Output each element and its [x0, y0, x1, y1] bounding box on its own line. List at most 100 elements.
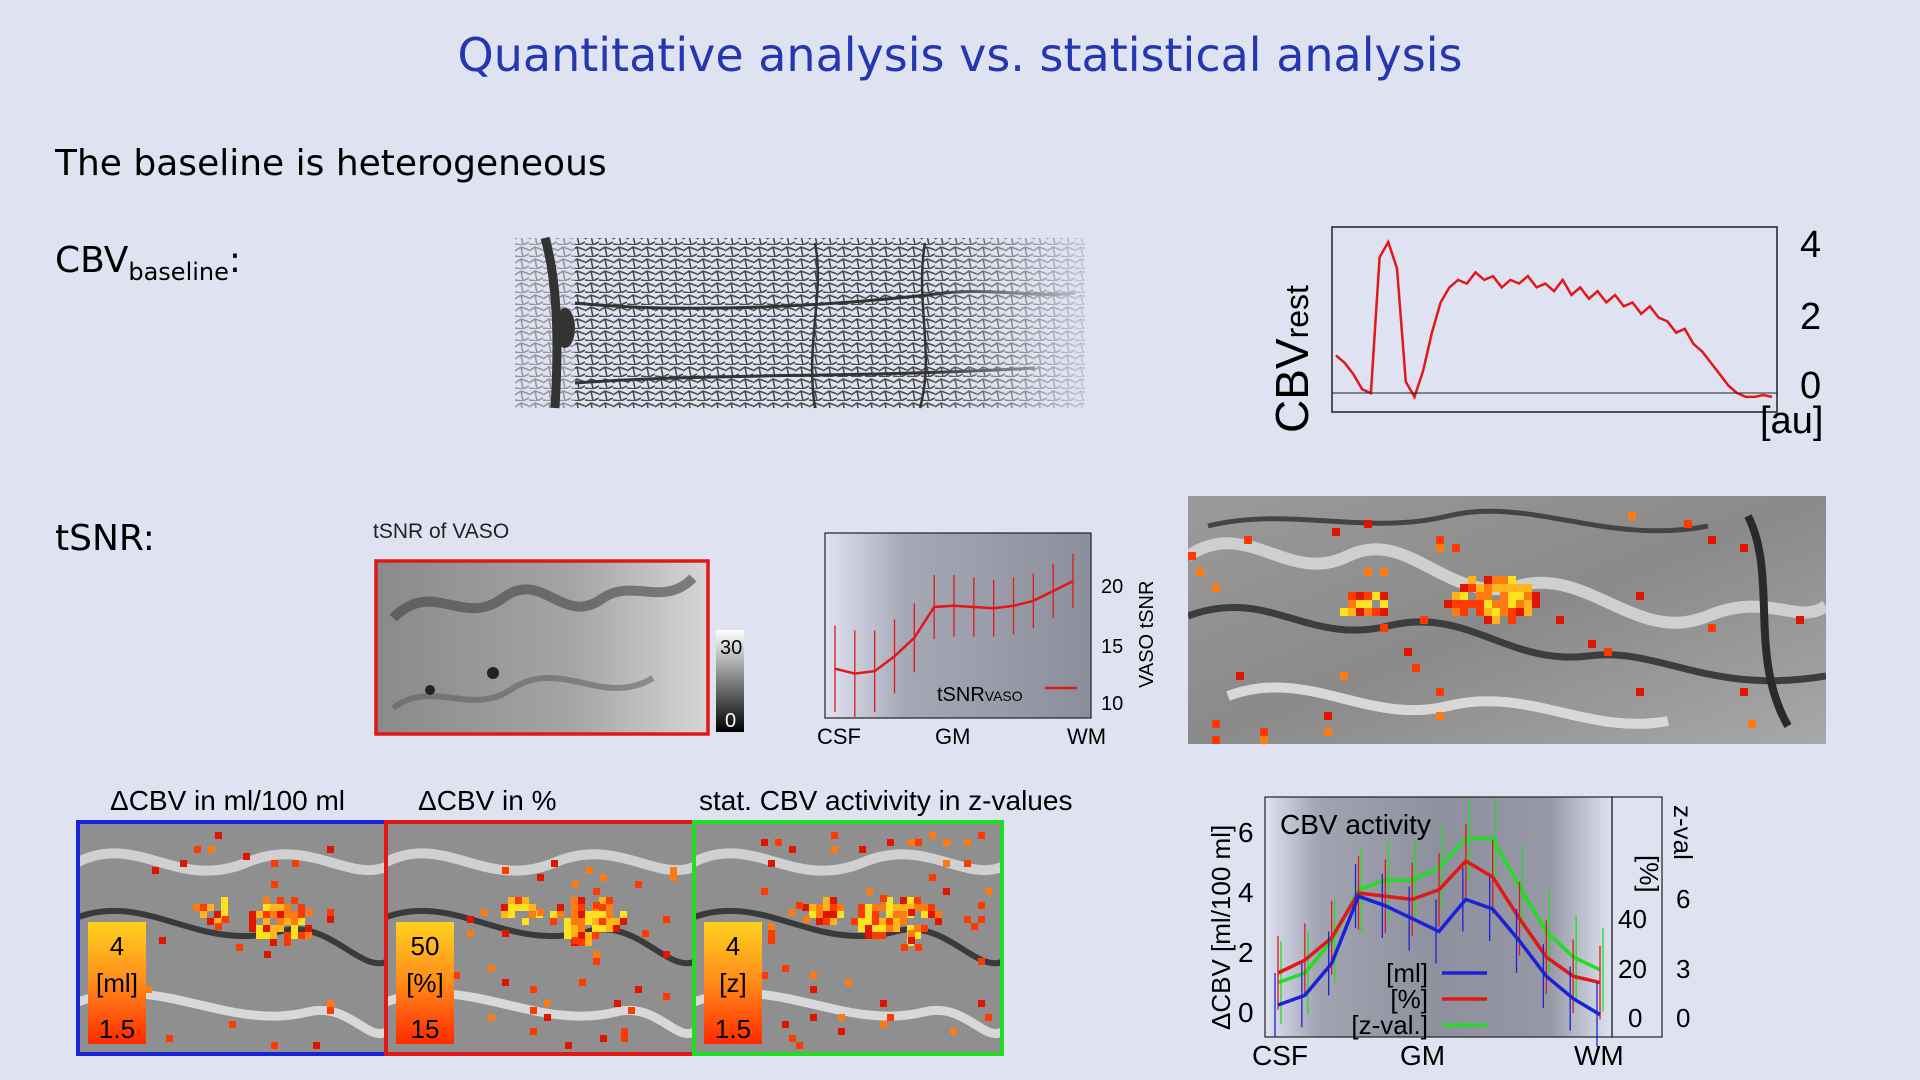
activation-voxel — [1532, 592, 1540, 600]
activation-voxel — [207, 904, 214, 911]
tsnr-profile-plot: 20 15 10 VASO tSNR CSF GM WM tSNRVASO — [817, 532, 1158, 749]
activation-voxel — [838, 1028, 845, 1035]
activation-voxel — [1492, 600, 1500, 608]
activation-voxel — [880, 1021, 887, 1028]
activation-voxel — [599, 897, 606, 904]
activation-voxel — [557, 911, 564, 918]
activation-voxel — [1500, 592, 1508, 600]
activation-voxel — [571, 904, 578, 911]
activation-voxel — [284, 904, 291, 911]
activation-voxel — [921, 911, 928, 918]
activation-voxel — [978, 916, 985, 923]
activation-voxel — [663, 951, 670, 958]
activation-voxel — [606, 911, 613, 918]
activation-voxel — [642, 930, 649, 937]
activation-voxel — [263, 932, 270, 939]
activation-voxel — [1212, 720, 1220, 728]
activation-voxel — [620, 918, 627, 925]
activation-voxel — [1460, 608, 1468, 616]
activation-voxel — [1380, 608, 1388, 616]
activation-voxel — [782, 1021, 789, 1028]
activation-voxel — [270, 939, 277, 946]
activation-voxel — [907, 897, 914, 904]
activation-voxel — [551, 860, 558, 867]
activation-voxel — [879, 918, 886, 925]
cbv-activity-ytick-left: 4 — [1238, 877, 1254, 908]
activation-voxel — [985, 1014, 992, 1021]
tsnr-ytick: 15 — [1101, 636, 1123, 658]
panel-gyrus — [691, 848, 1004, 876]
activation-voxel — [1468, 584, 1476, 592]
activation-voxel — [571, 918, 578, 925]
activation-voxel — [865, 911, 872, 918]
activation-voxel — [929, 874, 936, 881]
activation-voxel — [277, 918, 284, 925]
activation-voxel — [1372, 608, 1380, 616]
activation-voxel — [1484, 616, 1492, 624]
cbv-rest-ylabel-sub: rest — [1279, 285, 1315, 338]
cbv-activity-ytick-pct: 20 — [1618, 954, 1647, 984]
activation-voxel — [893, 925, 900, 932]
activation-voxel — [900, 897, 907, 904]
activation-voxel — [277, 904, 284, 911]
activation-voxel — [823, 918, 830, 925]
activation-voxel — [872, 925, 879, 932]
activation-voxel — [578, 932, 585, 939]
activation-voxel — [978, 1000, 985, 1007]
cbv-rest-frame — [1331, 226, 1778, 413]
activation-voxel — [978, 902, 985, 909]
activation-voxel — [614, 1000, 621, 1007]
cbv-activity-right-frame — [1611, 796, 1663, 1038]
activation-voxel — [298, 911, 305, 918]
activation-voxel — [249, 918, 256, 925]
activation-voxel — [221, 904, 228, 911]
activation-voxel — [1484, 600, 1492, 608]
activation-voxel — [571, 932, 578, 939]
activation-voxel — [886, 918, 893, 925]
activation-voxel — [508, 911, 515, 918]
activation-voxel — [1708, 536, 1716, 544]
activation-voxel — [292, 860, 299, 867]
tsnr-label: tSNR: — [55, 518, 155, 559]
activation-voxel — [271, 1042, 278, 1049]
activation-voxel — [221, 897, 228, 904]
panel-scale-unit: [%] — [406, 968, 444, 998]
activation-voxel — [270, 911, 277, 918]
activation-voxel — [908, 909, 915, 916]
activation-voxel — [544, 1014, 551, 1021]
activation-voxel — [565, 1042, 572, 1049]
activation-voxel — [1500, 584, 1508, 592]
activation-voxel — [1476, 608, 1484, 616]
activation-voxel — [1420, 616, 1428, 624]
activation-voxel — [530, 1028, 537, 1035]
activation-voxel — [900, 911, 907, 918]
activation-voxel — [929, 832, 936, 839]
activation-voxel — [585, 911, 592, 918]
activation-voxel — [964, 860, 971, 867]
cbv-activity-ytick-left: 2 — [1238, 937, 1254, 968]
activation-voxel — [571, 925, 578, 932]
activation-voxel — [327, 1007, 334, 1014]
activation-voxel — [593, 951, 600, 958]
activation-voxel — [327, 846, 334, 853]
tsnr-map-caption: tSNR of VASO — [373, 520, 510, 543]
activation-voxel — [768, 860, 775, 867]
activation-voxel — [578, 925, 585, 932]
activation-voxel — [663, 916, 670, 923]
activation-voxel — [263, 911, 270, 918]
activation-voxel — [971, 923, 978, 930]
activation-voxel — [263, 897, 270, 904]
activation-voxel — [809, 904, 816, 911]
panel-scale-bottom: 1.5 — [715, 1014, 751, 1044]
activation-voxel — [830, 904, 837, 911]
activation-voxel — [1476, 600, 1484, 608]
activation-voxel — [586, 867, 593, 874]
activation-voxel — [768, 923, 775, 930]
activation-voxel — [761, 888, 768, 895]
tsnr-colorbar-min: 0 — [725, 710, 736, 732]
activation-voxel — [550, 918, 557, 925]
activation-voxel — [670, 874, 677, 881]
activation-voxel — [263, 918, 270, 925]
cbv-label-sub: baseline — [128, 258, 229, 287]
activation-voxel — [886, 925, 893, 932]
